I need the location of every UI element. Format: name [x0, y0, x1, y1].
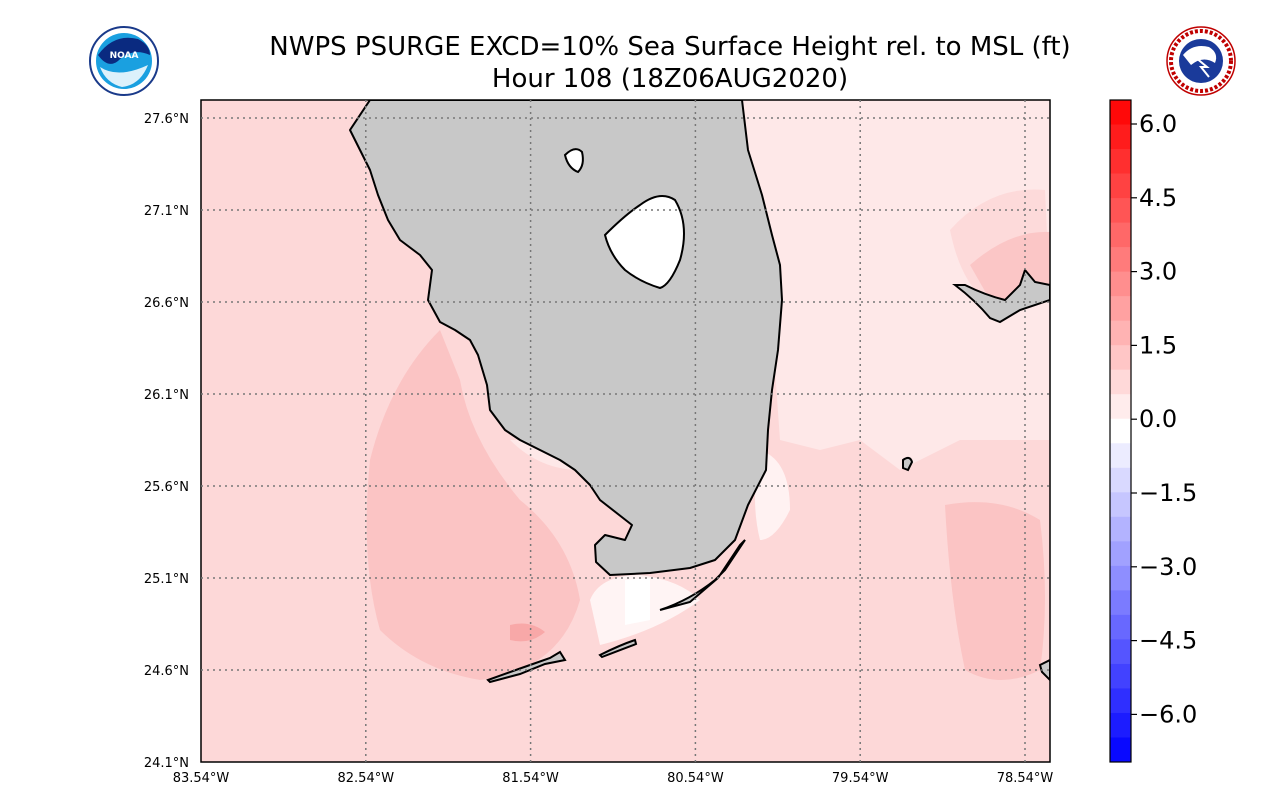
- surge-field-peak-gulf: [510, 623, 545, 642]
- colorbar-band: [1110, 320, 1131, 346]
- colorbar-band: [1110, 565, 1131, 591]
- colorbar-band: [1110, 541, 1131, 567]
- florida-keys-lower: [486, 650, 567, 684]
- lat-label: 25.6°N: [144, 480, 189, 495]
- bimini-island: [902, 456, 914, 472]
- colorbar-band: [1110, 222, 1131, 248]
- lon-label: 80.54°W: [667, 771, 724, 786]
- lat-label: 25.1°N: [144, 572, 189, 587]
- surge-field-zero-core: [625, 578, 650, 625]
- colorbar-tick-label: −3.0: [1139, 553, 1197, 581]
- colorbar-band: [1110, 467, 1131, 493]
- small-lake: [563, 148, 584, 174]
- lat-label: 27.6°N: [144, 112, 189, 127]
- colorbar-tick-label: −1.5: [1139, 479, 1197, 507]
- map-frame: [200, 99, 1051, 763]
- grand-bahama-island: [952, 267, 1050, 324]
- colorbar-band: [1110, 173, 1131, 199]
- colorbar-band: [1110, 149, 1131, 175]
- colorbar-band: [1110, 737, 1131, 763]
- colorbar-tick-label: 3.0: [1139, 258, 1177, 286]
- colorbar-band: [1110, 516, 1131, 542]
- colorbar-tick-label: 4.5: [1139, 184, 1177, 212]
- florida-keys-middle: [598, 638, 638, 659]
- surge-field-high-east: [945, 502, 1045, 680]
- colorbar-band: [1110, 100, 1131, 126]
- surge-field-high-gulf: [366, 330, 580, 680]
- lat-label: 26.6°N: [144, 296, 189, 311]
- lat-label: 26.1°N: [144, 388, 189, 403]
- colorbar: [1110, 100, 1131, 763]
- colorbar-band: [1110, 247, 1131, 273]
- colorbar-frame: [1109, 99, 1132, 763]
- colorbar-tick-label: 6.0: [1139, 110, 1177, 138]
- longitude-labels: 83.54°W 82.54°W 81.54°W 80.54°W 79.54°W 78.54…: [173, 771, 1054, 786]
- colorbar-band: [1110, 492, 1131, 518]
- colorbar-band: [1110, 271, 1131, 297]
- colorbar-band: [1110, 639, 1131, 665]
- colorbar-band: [1110, 418, 1131, 444]
- colorbar-band: [1110, 688, 1131, 714]
- lon-label: 83.54°W: [173, 771, 230, 786]
- lat-label: 24.1°N: [144, 756, 189, 771]
- colorbar-tick-label: −4.5: [1139, 627, 1197, 655]
- lon-label: 82.54°W: [338, 771, 395, 786]
- noaa-logo-text: NOAA: [110, 51, 139, 61]
- nws-logo-icon: [1166, 26, 1236, 96]
- colorbar-labels: 6.0 4.5 3.0 1.5 0.0 −1.5 −3.0 −4.5 −6.0: [1131, 110, 1197, 728]
- colorbar-band: [1110, 590, 1131, 616]
- colorbar-band: [1110, 663, 1131, 689]
- colorbar-band: [1110, 345, 1131, 371]
- colorbar-band: [1110, 198, 1131, 224]
- florida-keys-upper: [659, 539, 746, 611]
- colorbar-band: [1110, 614, 1131, 640]
- colorbar-band: [1110, 394, 1131, 420]
- lat-label: 24.6°N: [144, 664, 189, 679]
- noaa-logo-icon: NOAA: [89, 26, 159, 96]
- colorbar-band: [1110, 369, 1131, 395]
- latitude-labels: 27.6°N 27.1°N 26.6°N 26.1°N 25.6°N 25.1°N 24.6…: [144, 112, 189, 771]
- colorbar-tick-label: −6.0: [1139, 700, 1197, 728]
- colorbar-band: [1110, 124, 1131, 150]
- lat-label: 27.1°N: [144, 204, 189, 219]
- lon-label: 78.54°W: [997, 771, 1054, 786]
- colorbar-band: [1110, 443, 1131, 469]
- lon-label: 81.54°W: [502, 771, 559, 786]
- colorbar-tick-label: 0.0: [1139, 405, 1177, 433]
- colorbar-band: [1110, 296, 1131, 322]
- lon-label: 79.54°W: [832, 771, 889, 786]
- colorbar-band: [1110, 712, 1131, 738]
- lake-okeechobee: [603, 195, 685, 290]
- graticule: [201, 100, 1050, 762]
- map-subtitle: Hour 108 (18Z06AUG2020): [491, 64, 849, 94]
- map-title: NWPS PSURGE EXCD=10% Sea Surface Height …: [269, 32, 1071, 62]
- colorbar-tick-label: 1.5: [1139, 331, 1177, 359]
- surge-field-low-east: [690, 100, 1050, 470]
